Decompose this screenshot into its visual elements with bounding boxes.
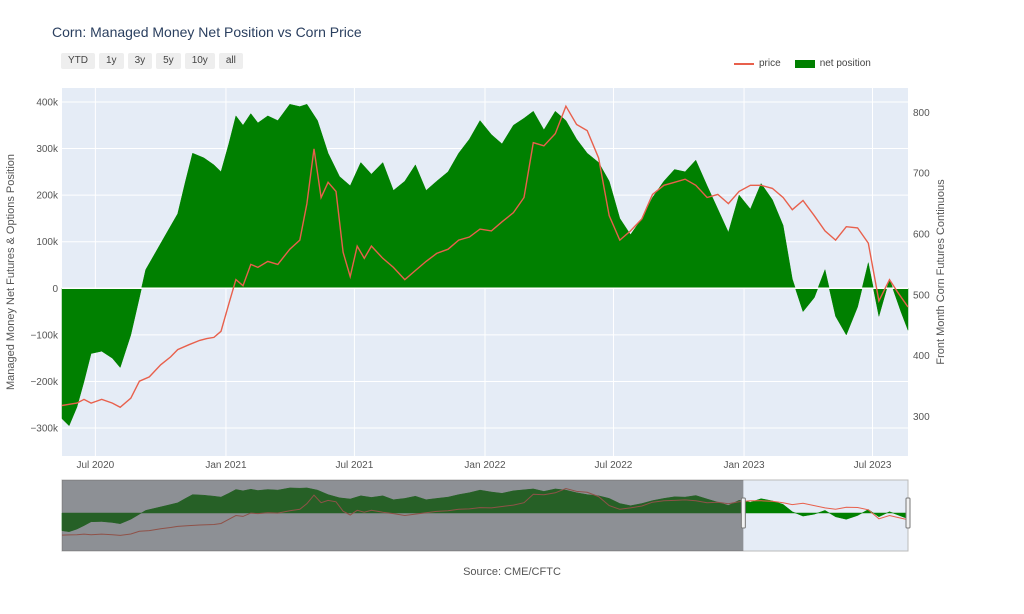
range-slider-handle-left[interactable] — [740, 497, 746, 529]
axes: Jul 2020 Jan 2021 Jul 2021 Jan 2022 Jul 2022… — [30, 97, 930, 471]
y-tick-label: 0 — [52, 284, 58, 295]
range-button-all[interactable]: all — [218, 53, 243, 69]
x-tick-label: Jan 2023 — [723, 460, 765, 471]
legend-item-net-position[interactable]: net position — [794, 58, 871, 69]
x-tick-label: Jul 2022 — [595, 460, 633, 471]
x-tick-label: Jul 2020 — [76, 460, 114, 471]
range-button-10y[interactable]: 10y — [184, 53, 215, 69]
x-tick-label: Jan 2022 — [464, 460, 506, 471]
range-slider-mask — [62, 480, 744, 551]
legend-swatch-price — [734, 62, 754, 65]
range-button-1y[interactable]: 1y — [99, 53, 124, 69]
y2-axis-title: Front Month Corn Futures Continuous — [935, 179, 947, 365]
y-tick-label: −300k — [30, 424, 59, 435]
range-slider-handle-right[interactable] — [905, 497, 911, 529]
series-net-position-area[interactable] — [61, 104, 909, 427]
x-tick-label: Jul 2023 — [854, 460, 892, 471]
chart-title: Corn: Managed Money Net Position vs Corn… — [52, 24, 362, 40]
legend: price net position — [734, 58, 885, 69]
y-tick-label: 300k — [36, 144, 59, 155]
y2-tick-label: 300 — [913, 412, 930, 423]
series-price-line[interactable] — [61, 104, 909, 409]
range-button-ytd[interactable]: YTD — [61, 53, 95, 69]
y-tick-label: −200k — [30, 377, 59, 388]
y2-tick-label: 700 — [913, 169, 930, 180]
legend-swatch-net-position — [794, 59, 815, 68]
y2-tick-label: 600 — [913, 229, 930, 240]
legend-label-net-position: net position — [819, 58, 871, 69]
y2-tick-label: 500 — [913, 290, 930, 301]
x-tick-label: Jul 2021 — [336, 460, 374, 471]
y2-tick-label: 800 — [913, 108, 930, 119]
y-tick-label: −100k — [30, 330, 59, 341]
range-button-3y[interactable]: 3y — [127, 53, 153, 69]
y-tick-label: 100k — [36, 237, 59, 248]
x-tick-label: Jan 2021 — [205, 460, 247, 471]
source-note: Source: CME/CFTC — [463, 566, 561, 578]
y2-tick-label: 400 — [913, 351, 930, 362]
range-slider[interactable] — [61, 479, 911, 552]
range-selector: YTD 1y 3y 5y 10y all — [61, 53, 243, 69]
range-button-5y[interactable]: 5y — [156, 53, 181, 69]
main-plot[interactable] — [61, 88, 909, 456]
y-axis-title: Managed Money Net Futures & Options Posi… — [5, 154, 17, 390]
y-tick-label: 200k — [36, 191, 59, 202]
legend-item-price[interactable]: price — [734, 58, 781, 69]
legend-label-price: price — [759, 58, 781, 69]
y-tick-label: 400k — [36, 97, 59, 108]
